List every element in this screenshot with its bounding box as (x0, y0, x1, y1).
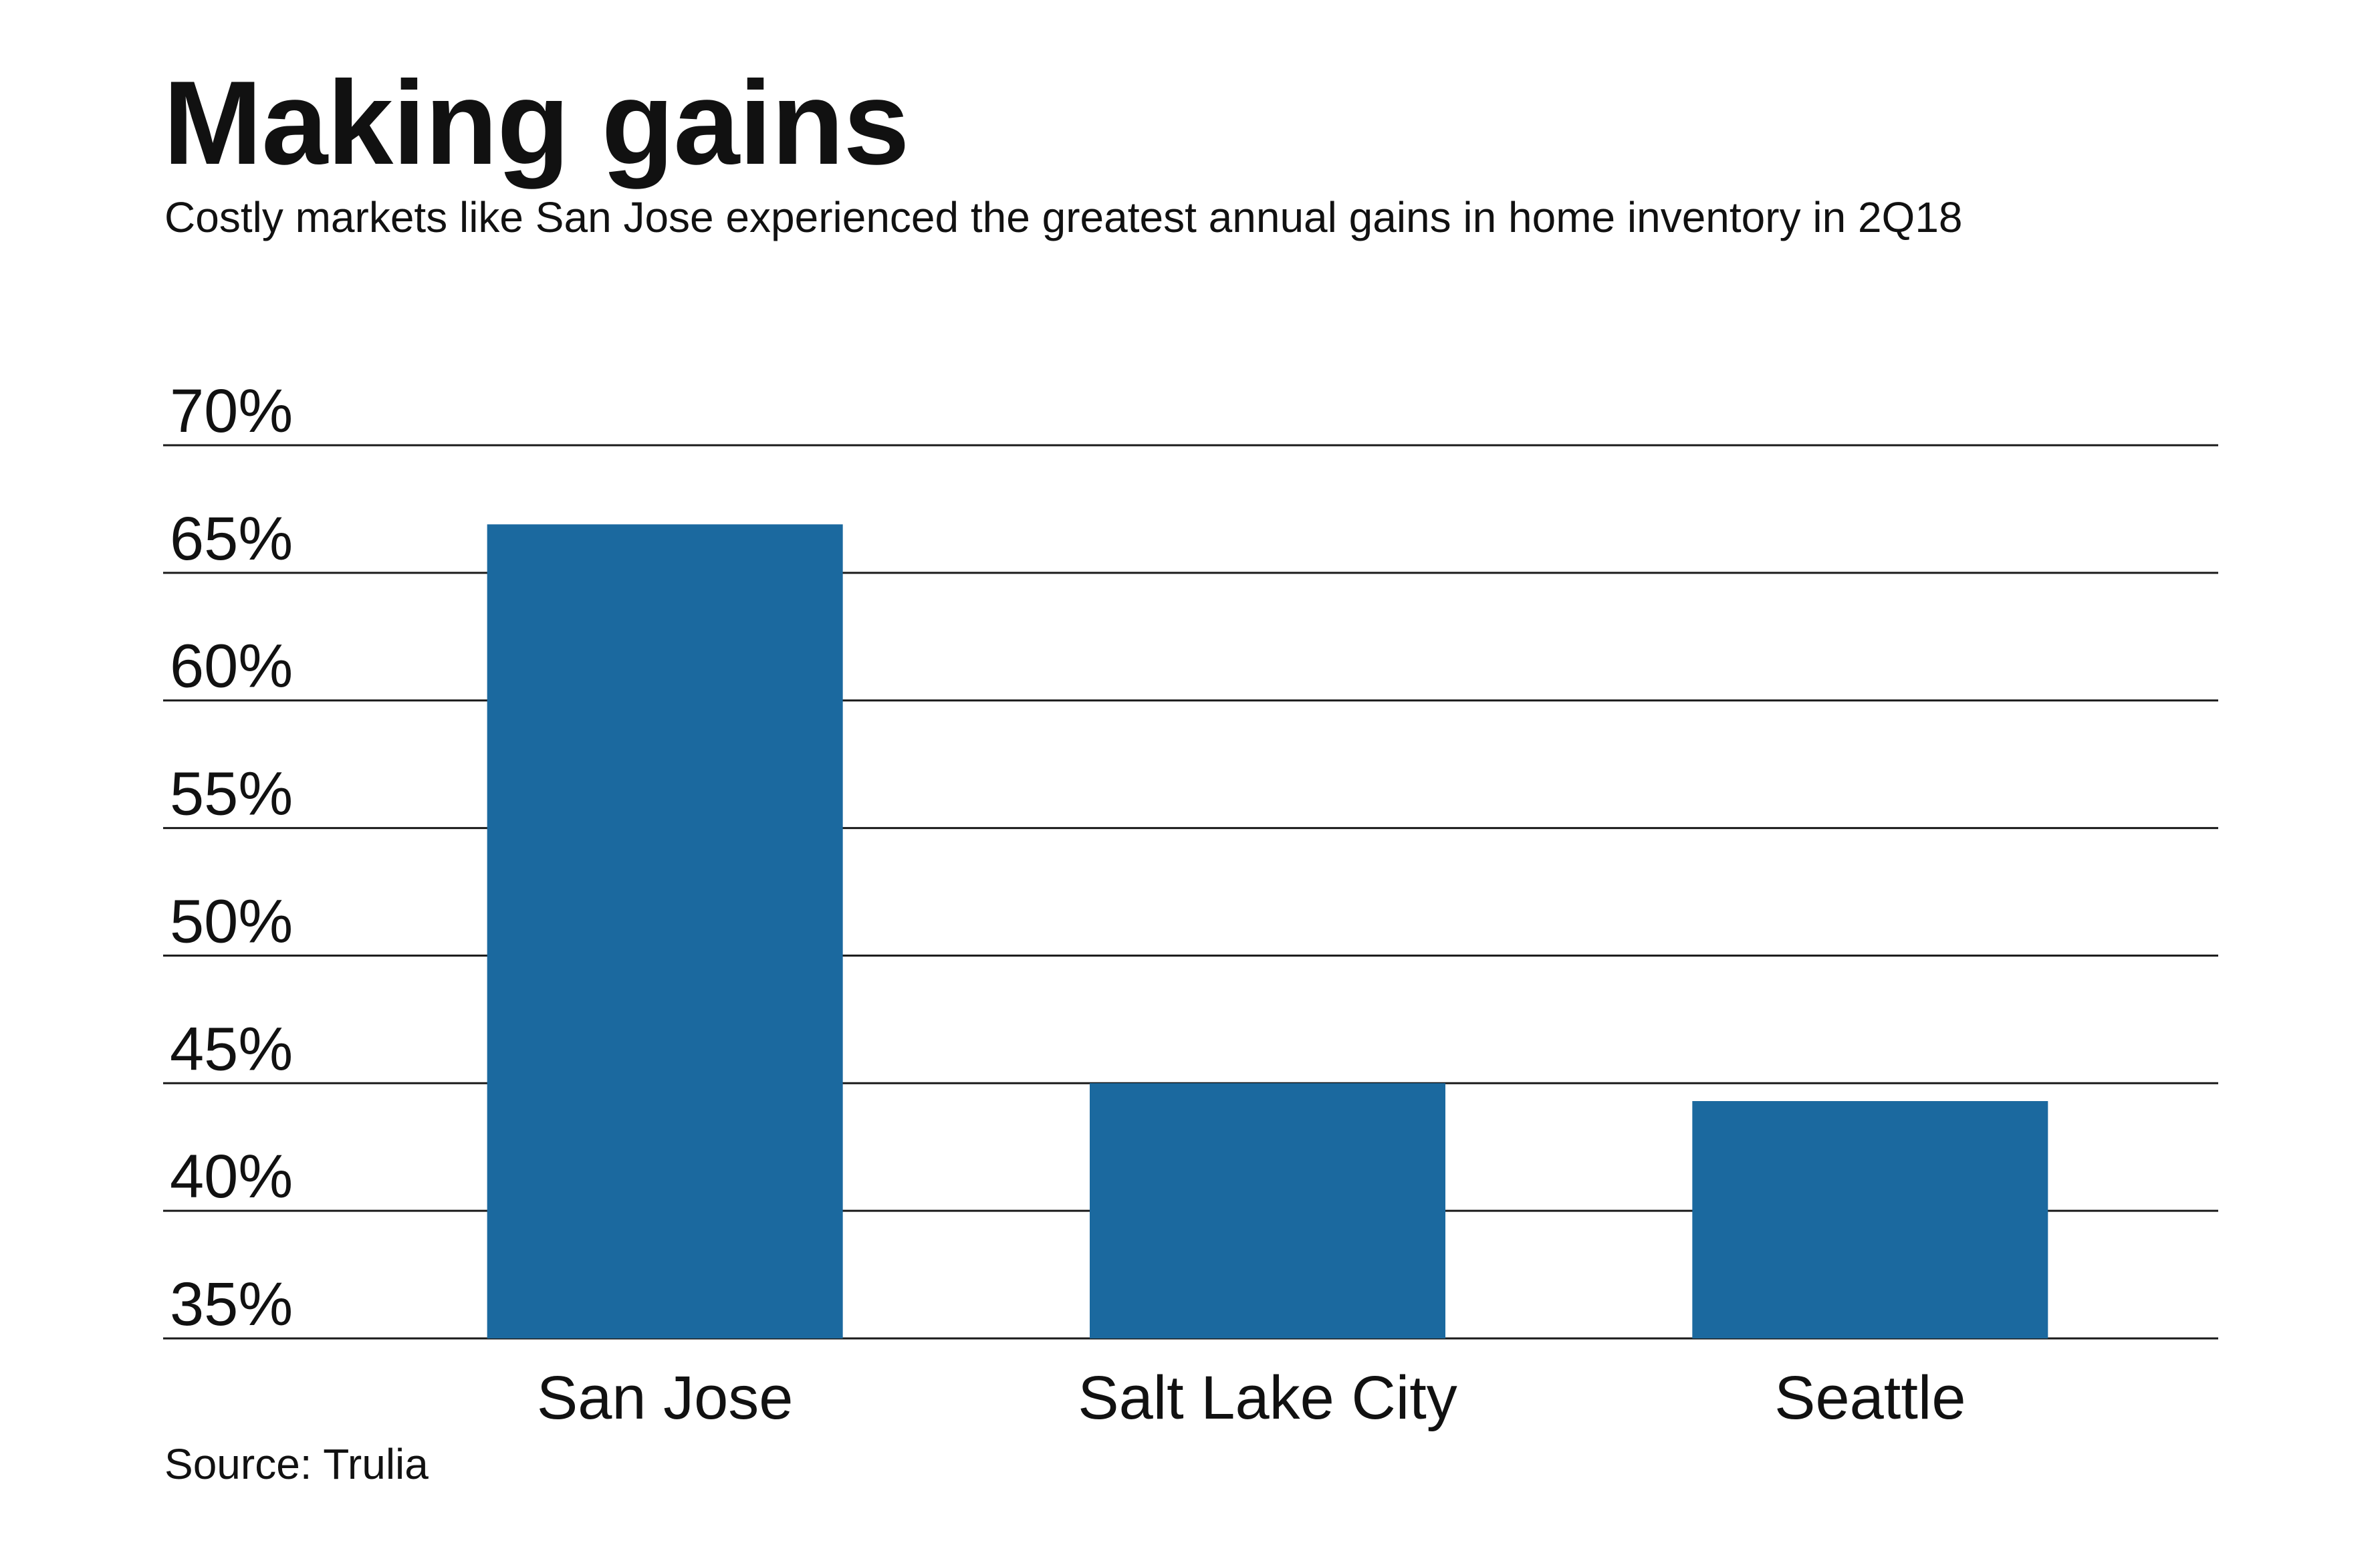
bar (487, 524, 843, 1338)
source-note: Source: Trulia (164, 1440, 429, 1488)
x-category-label: Salt Lake City (1078, 1364, 1457, 1432)
chart-subtitle: Costly markets like San Jose experienced… (164, 193, 1963, 241)
y-tick-label: 35% (170, 1270, 293, 1338)
y-tick-label: 40% (170, 1143, 293, 1211)
x-axis-category-labels: San Jose Salt Lake City Seattle (537, 1364, 1966, 1432)
x-category-label: San Jose (537, 1364, 794, 1432)
y-tick-label: 70% (170, 377, 293, 445)
y-tick-label: 50% (170, 887, 293, 955)
y-tick-label: 65% (170, 505, 293, 573)
y-tick-label: 45% (170, 1015, 293, 1083)
chart-title: Making gains (163, 56, 910, 189)
x-category-label: Seattle (1774, 1364, 1966, 1432)
bars (487, 524, 2048, 1338)
bar (1090, 1083, 1445, 1338)
y-tick-label: 60% (170, 632, 293, 701)
y-axis-tick-labels: 35% 40% 45% 50% 55% 60% 65% 70% (170, 377, 293, 1338)
y-tick-label: 55% (170, 760, 293, 828)
bar (1692, 1101, 2048, 1338)
